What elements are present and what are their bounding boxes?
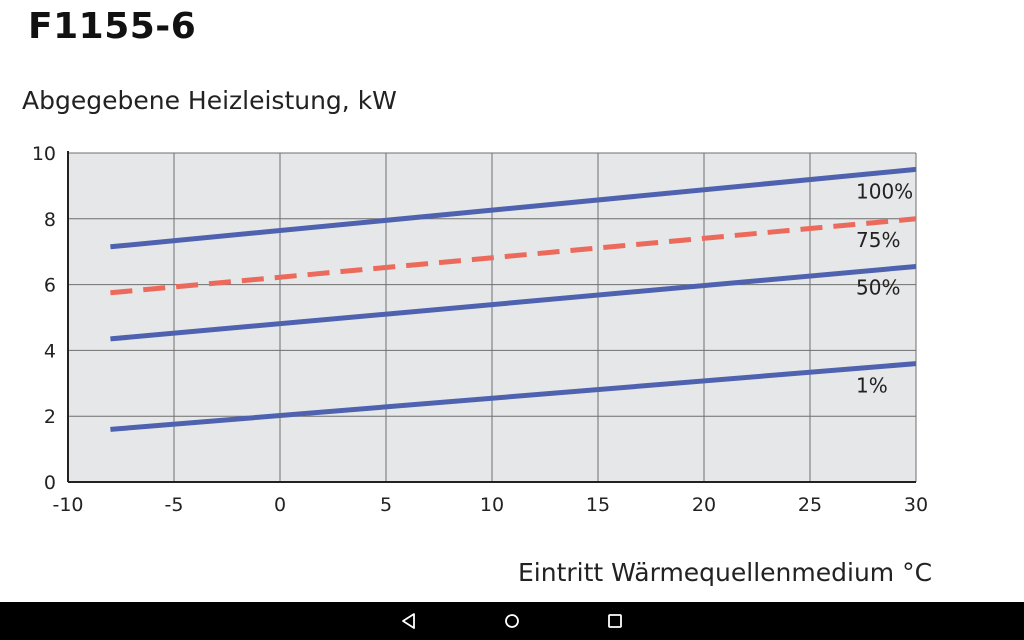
- series-line-50pct: [110, 264, 917, 342]
- x-axis-label: Eintritt Wärmequellenmedium °C: [518, 558, 933, 587]
- back-triangle-icon[interactable]: [398, 610, 420, 632]
- series-label-75pct: 75%: [856, 228, 900, 252]
- x-tick-label: 20: [692, 494, 716, 516]
- y-tick-label: 0: [44, 472, 56, 494]
- y-axis-label: Abgegebene Heizleistung, kW: [22, 86, 397, 115]
- system-navigation-bar: [0, 602, 1024, 640]
- line-chart: -10 -5 0 5 10 15 20 25 30 0 2 4 6 8 10 100% 75% 50% 1%: [32, 143, 928, 516]
- series-label-50pct: 50%: [856, 276, 900, 300]
- x-tick-label: 10: [480, 494, 504, 516]
- recents-square-icon[interactable]: [604, 610, 626, 632]
- y-tick-label: 8: [44, 209, 56, 231]
- y-tick-label: 6: [44, 275, 56, 297]
- x-tick-label: 15: [586, 494, 610, 516]
- series-label-1pct: 1%: [856, 374, 888, 398]
- home-circle-icon[interactable]: [501, 610, 523, 632]
- y-tick-label: 2: [44, 406, 56, 428]
- x-tick-label: 30: [904, 494, 928, 516]
- x-tick-label: -10: [52, 494, 83, 516]
- y-tick-label: 4: [44, 340, 56, 362]
- x-tick-label: 25: [798, 494, 822, 516]
- y-tick-label: 10: [32, 143, 56, 165]
- series-label-100pct: 100%: [856, 179, 913, 203]
- series-line-75pct: [110, 216, 917, 296]
- x-tick-label: 5: [380, 494, 392, 516]
- chart-title: F1155-6: [28, 6, 197, 47]
- x-tick-label: -5: [165, 494, 184, 516]
- series-line-100pct: [110, 166, 917, 250]
- x-tick-label: 0: [274, 494, 286, 516]
- series-line-1pct: [110, 361, 917, 432]
